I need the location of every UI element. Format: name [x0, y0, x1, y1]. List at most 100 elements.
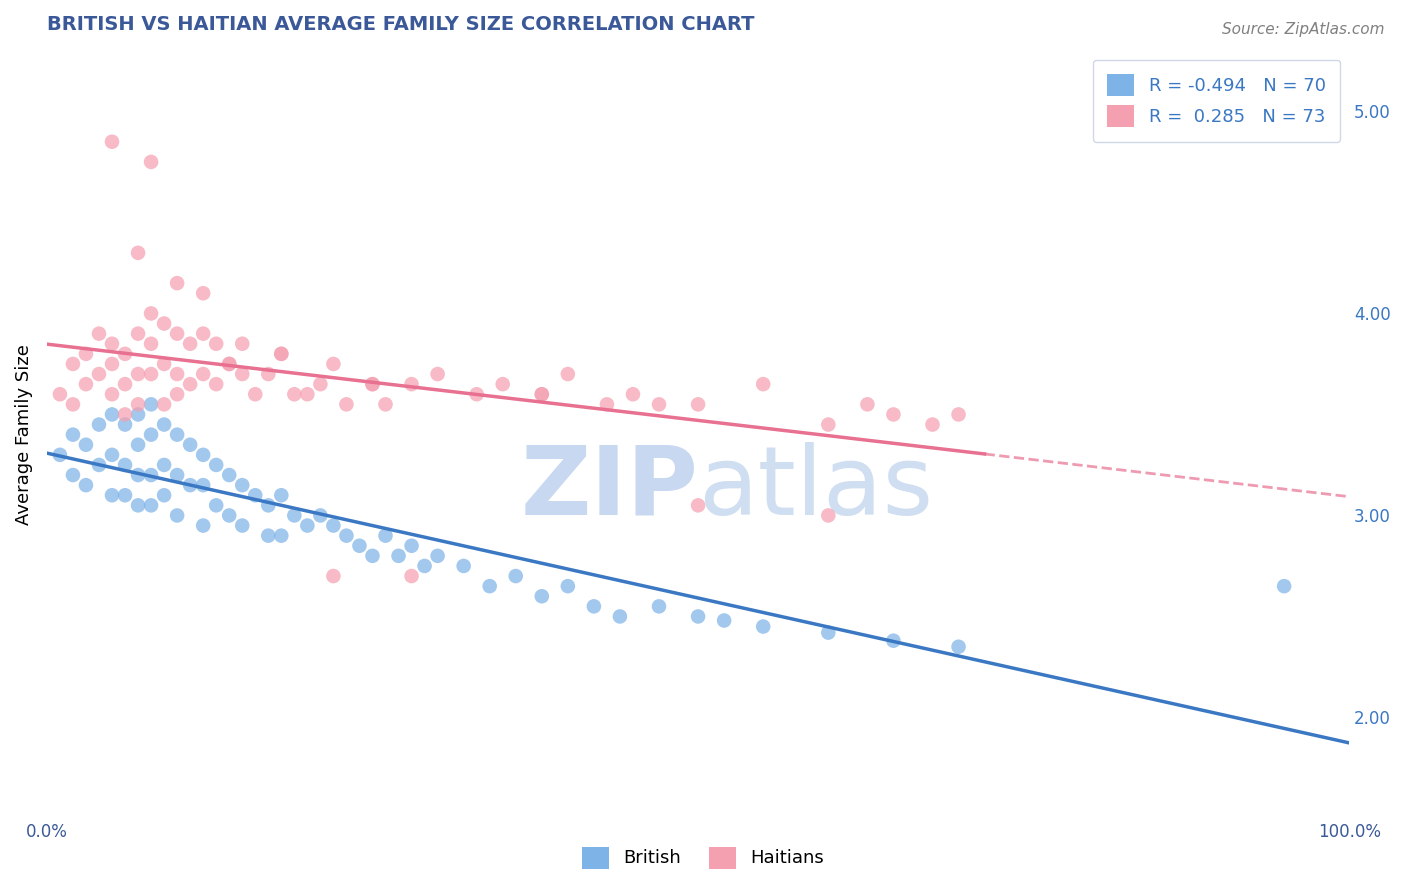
Point [101, 336, 124, 351]
Point [686, 609, 709, 624]
Point [648, 397, 671, 411]
Point [283, 508, 305, 523]
Point [361, 377, 384, 392]
Point [87, 458, 110, 472]
Point [166, 468, 188, 483]
Point [127, 468, 149, 483]
Point [361, 549, 384, 563]
Point [270, 488, 292, 502]
Point [139, 336, 162, 351]
Point [205, 377, 228, 392]
Point [231, 367, 253, 381]
Point [557, 367, 579, 381]
Point [153, 488, 176, 502]
Point [309, 508, 332, 523]
Point [257, 529, 280, 543]
Text: BRITISH VS HAITIAN AVERAGE FAMILY SIZE CORRELATION CHART: BRITISH VS HAITIAN AVERAGE FAMILY SIZE C… [46, 15, 755, 34]
Point [309, 377, 332, 392]
Point [166, 276, 188, 290]
Point [166, 367, 188, 381]
Point [245, 488, 267, 502]
Point [856, 397, 879, 411]
Point [205, 499, 228, 513]
Point [87, 367, 110, 381]
Legend: R = -0.494   N = 70, R =  0.285   N = 73: R = -0.494 N = 70, R = 0.285 N = 73 [1092, 60, 1340, 142]
Point [505, 569, 527, 583]
Point [127, 245, 149, 260]
Point [557, 579, 579, 593]
Text: atlas: atlas [697, 442, 934, 535]
Point [270, 347, 292, 361]
Point [179, 336, 201, 351]
Point [335, 529, 357, 543]
Point [193, 286, 215, 301]
Point [322, 518, 344, 533]
Point [166, 326, 188, 341]
Y-axis label: Average Family Size: Average Family Size [15, 344, 32, 525]
Point [179, 438, 201, 452]
Point [231, 336, 253, 351]
Point [817, 508, 839, 523]
Point [139, 427, 162, 442]
Point [948, 640, 970, 654]
Point [426, 367, 449, 381]
Point [75, 438, 97, 452]
Point [101, 387, 124, 401]
Point [179, 377, 201, 392]
Point [478, 579, 501, 593]
Point [596, 397, 619, 411]
Point [530, 387, 553, 401]
Point [75, 377, 97, 392]
Point [817, 417, 839, 432]
Point [127, 367, 149, 381]
Point [114, 488, 136, 502]
Point [335, 397, 357, 411]
Point [492, 377, 515, 392]
Point [322, 357, 344, 371]
Point [882, 408, 904, 422]
Point [374, 397, 396, 411]
Point [218, 357, 240, 371]
Point [62, 357, 84, 371]
Point [648, 599, 671, 614]
Legend: British, Haitians: British, Haitians [568, 832, 838, 883]
Point [139, 367, 162, 381]
Point [582, 599, 605, 614]
Point [361, 377, 384, 392]
Point [153, 317, 176, 331]
Point [401, 539, 423, 553]
Point [114, 408, 136, 422]
Point [752, 377, 775, 392]
Point [283, 387, 305, 401]
Point [75, 478, 97, 492]
Point [349, 539, 371, 553]
Point [166, 387, 188, 401]
Point [101, 488, 124, 502]
Point [752, 619, 775, 633]
Point [453, 558, 475, 573]
Point [686, 397, 709, 411]
Point [257, 367, 280, 381]
Point [166, 427, 188, 442]
Point [101, 135, 124, 149]
Point [101, 448, 124, 462]
Point [139, 499, 162, 513]
Point [193, 478, 215, 492]
Point [127, 499, 149, 513]
Point [62, 427, 84, 442]
Point [153, 417, 176, 432]
Point [374, 529, 396, 543]
Point [686, 499, 709, 513]
Point [530, 387, 553, 401]
Point [49, 387, 72, 401]
Point [218, 468, 240, 483]
Point [297, 387, 319, 401]
Point [426, 549, 449, 563]
Point [921, 417, 943, 432]
Point [621, 387, 644, 401]
Point [127, 326, 149, 341]
Point [62, 468, 84, 483]
Point [153, 458, 176, 472]
Point [270, 529, 292, 543]
Point [127, 408, 149, 422]
